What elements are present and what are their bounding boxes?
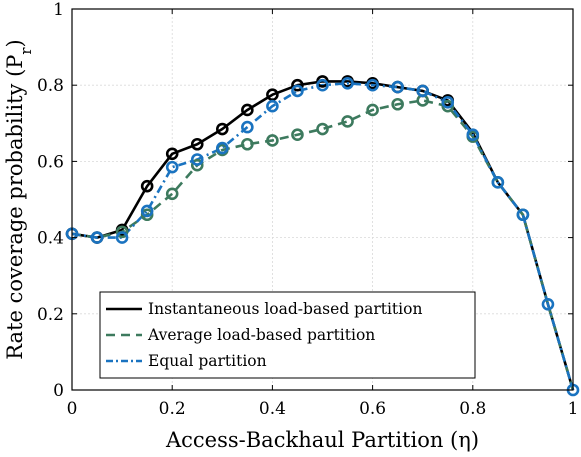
series-point-2 (216, 141, 229, 155)
series-point-0 (241, 103, 254, 117)
series-point-2 (241, 120, 254, 134)
marker-layer (65, 75, 580, 397)
series-point-1 (165, 187, 179, 201)
series-point-2 (190, 153, 204, 166)
series-point-0 (190, 137, 204, 151)
series-point-2 (366, 78, 379, 92)
series-point-1 (115, 225, 129, 239)
legend-label: Instantaneous load-based partition (148, 300, 422, 318)
series-point-2 (140, 204, 154, 218)
series-point-2 (341, 76, 354, 90)
series-point-2 (266, 99, 279, 113)
series-point-1 (266, 134, 279, 147)
series-point-2 (391, 80, 404, 94)
legend-box (99, 291, 476, 379)
series-point-2 (165, 160, 179, 174)
series-point-0 (140, 179, 154, 193)
series-point-2 (541, 297, 555, 311)
series-point-1 (366, 103, 379, 117)
series-point-0 (216, 122, 229, 136)
series-point-2 (115, 231, 129, 244)
series-point-2 (491, 176, 505, 189)
x-tick-label: 1 (568, 399, 579, 419)
series-point-1 (291, 128, 304, 142)
series-point-1 (316, 122, 329, 136)
series-point-1 (241, 137, 254, 151)
series-point-2 (416, 84, 430, 98)
series-layer (65, 75, 580, 397)
x-tick-label: 0.4 (259, 399, 286, 419)
series-point-2 (516, 208, 530, 222)
y-tick-label: 0 (53, 381, 64, 401)
x-axis-label: Access-Backhaul Partition (η) (165, 428, 479, 452)
x-tick-label: 0.2 (159, 399, 186, 419)
x-tick-label: 0 (67, 399, 78, 419)
legend: Instantaneous load-based partition Averag… (99, 291, 476, 379)
axis-ticks: 0 0.2 0.4 0.6 0.8 1 0 0.2 0.4 0.6 0.8 1 (37, 0, 578, 419)
series-point-2 (90, 231, 104, 244)
series-point-0 (165, 147, 179, 161)
series-point-2 (441, 96, 455, 109)
series-point-1 (391, 97, 404, 111)
series-point-2 (466, 128, 480, 142)
series-point-1 (341, 115, 354, 128)
y-tick-label: 0.6 (37, 152, 64, 172)
legend-label: Average load-based partition (147, 326, 375, 344)
x-tick-label: 0.8 (459, 399, 486, 419)
x-tick-label: 0.6 (359, 399, 386, 419)
plot-frame (71, 8, 574, 391)
y-axis-label: Rate coverage probability (Pr) (3, 39, 35, 360)
series-point-2 (291, 84, 304, 98)
y-tick-label: 0.4 (37, 229, 64, 249)
y-tick-label: 0.8 (37, 76, 64, 96)
series-point-2 (316, 78, 329, 92)
series-point-1 (190, 158, 204, 172)
series-point-0 (291, 78, 304, 92)
series-point-0 (266, 88, 279, 102)
y-tick-label: 0.2 (37, 305, 64, 325)
y-tick-label: 1 (53, 0, 64, 20)
legend-label: Equal partition (148, 352, 267, 370)
